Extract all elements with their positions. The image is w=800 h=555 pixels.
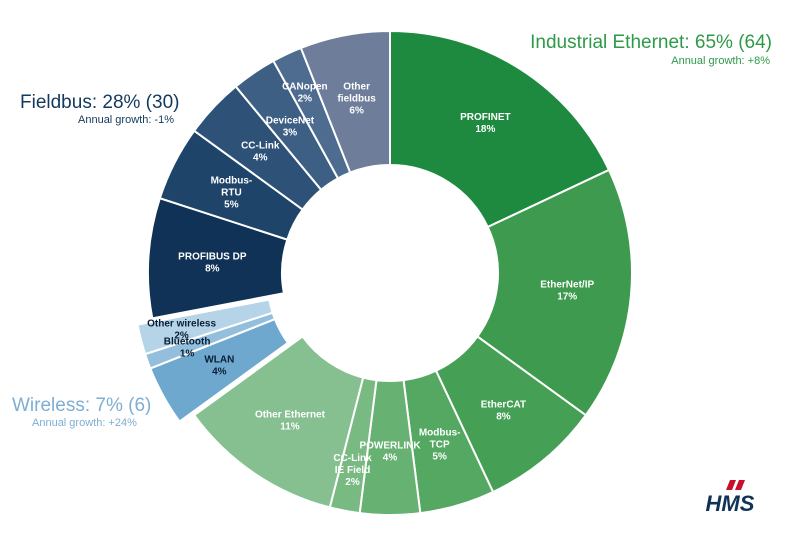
slice-percent: 3%	[283, 127, 298, 138]
slice-name: IE Field	[335, 465, 371, 476]
slice-percent: 8%	[496, 412, 511, 423]
slice-name: WLAN	[204, 355, 234, 366]
slice-label: Other Ethernet 11%	[255, 410, 326, 433]
slice-name: CC-Link	[241, 141, 280, 152]
slice-percent: 17%	[557, 291, 577, 302]
slice-other-wireless	[136, 298, 274, 356]
slice-percent: 2%	[174, 331, 189, 342]
slice-label: Other fieldbus 6%	[337, 82, 376, 117]
slice-name: Other Ethernet	[255, 410, 326, 421]
slice-name: Bluetooth	[164, 337, 211, 348]
slice-name: Modbus-	[211, 176, 253, 187]
slice-label: PROFINET 18%	[460, 112, 511, 135]
wireless-growth: Annual growth: +24%	[32, 417, 137, 429]
slice-name: DeviceNet	[266, 115, 315, 126]
slice-name: EtherNet/IP	[540, 279, 594, 290]
slice-label: CC-Link IE Field 2%	[333, 453, 372, 488]
slice-name: fieldbus	[337, 94, 376, 105]
hms-logo-text: HMS	[706, 491, 755, 516]
industrial-ethernet-title: Industrial Ethernet: 65% (64)	[530, 32, 772, 53]
slice-label: EtherNet/IP 17%	[540, 279, 594, 302]
slice-name: CANopen	[282, 82, 328, 93]
slice-name: PROFINET	[460, 112, 511, 123]
slice-name: Other wireless	[147, 319, 216, 330]
slice-name: RTU	[221, 188, 242, 199]
slice-label: CC-Link 4%	[241, 141, 280, 164]
slice-name: POWERLINK	[359, 441, 421, 452]
slice-percent: 2%	[345, 477, 360, 488]
fieldbus-title: Fieldbus: 28% (30)	[20, 92, 180, 113]
slice-profinet	[389, 29, 611, 229]
slice-label: DeviceNet 3%	[266, 115, 315, 138]
slice-other-ethernet	[192, 335, 365, 509]
slice-label: PROFIBUS DP 8%	[178, 251, 247, 274]
slice-name: TCP	[430, 439, 450, 450]
slice-name: Other	[343, 82, 370, 93]
slice-other	[299, 29, 391, 174]
slice-percent: 5%	[432, 451, 447, 462]
slice-name: PROFIBUS DP	[178, 251, 247, 262]
slice-label: Modbus-TCP 5%	[419, 427, 461, 462]
slice-label: Modbus-RTU 5%	[211, 176, 253, 211]
slice-percent: 11%	[280, 422, 300, 433]
slice-label: CANopen 2%	[282, 82, 328, 105]
industrial-ethernet-growth: Annual growth: +8%	[671, 55, 770, 67]
slice-percent: 4%	[253, 153, 268, 164]
slice-label: Bluetooth 1%	[164, 337, 211, 360]
slice-name: Modbus-	[419, 427, 461, 438]
slice-name: CC-Link	[333, 453, 372, 464]
slice-percent: 4%	[212, 367, 227, 378]
hms-logo: HMS	[706, 480, 755, 516]
slice-ethernet-ip	[475, 168, 633, 417]
slice-percent: 8%	[205, 263, 220, 274]
slice-percent: 6%	[349, 106, 364, 117]
slice-label: WLAN 4%	[204, 355, 234, 378]
slice-label: POWERLINK 4%	[359, 441, 421, 464]
slice-percent: 2%	[298, 94, 313, 105]
slice-percent: 1%	[180, 349, 195, 360]
slice-name: EtherCAT	[481, 400, 526, 411]
slice-percent: 4%	[383, 453, 398, 464]
slice-label: Other wireless 2%	[147, 319, 216, 342]
slice-label: EtherCAT 8%	[481, 400, 526, 423]
wireless-title: Wireless: 7% (6)	[12, 395, 152, 416]
slice-percent: 18%	[475, 124, 495, 135]
slice-percent: 5%	[224, 200, 239, 211]
fieldbus-growth: Annual growth: -1%	[78, 114, 174, 126]
